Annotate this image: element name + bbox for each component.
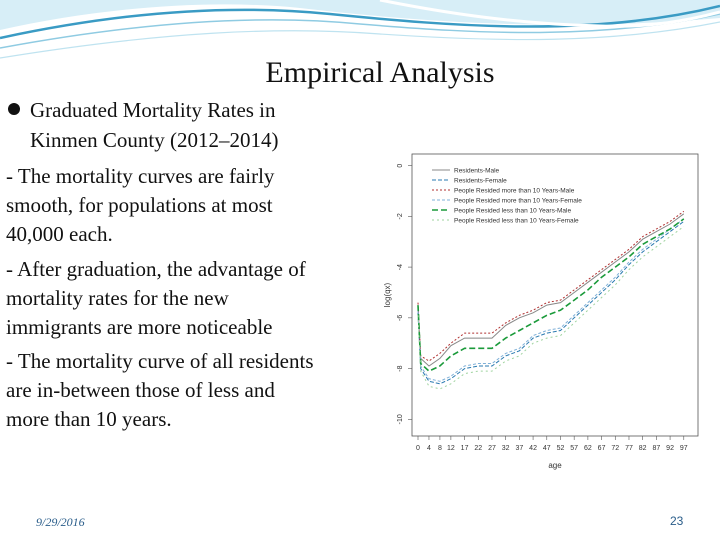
legend-entry: People Resided less than 10 Years-Male — [454, 208, 571, 215]
x-tick-label: 87 — [652, 445, 660, 452]
paragraph-line: - After graduation, the advantage of — [6, 257, 306, 281]
bullet-dot-icon — [8, 103, 20, 115]
x-tick-label: 67 — [598, 445, 606, 452]
x-tick-label: 32 — [502, 445, 510, 452]
legend-entry: Residents-Female — [454, 178, 507, 185]
x-tick-label: 82 — [639, 445, 647, 452]
x-tick-label: 62 — [584, 445, 592, 452]
paragraph-all-residents: - The mortality curve of all residents a… — [6, 347, 366, 434]
x-tick-label: 22 — [474, 445, 482, 452]
legend-entry: People Resided more than 10 Years-Female — [454, 198, 582, 205]
bullet-heading: Graduated Mortality Rates in — [8, 98, 276, 123]
mortality-chart: 0 4 8 12 17 22 27 32 37 42 47 52 57 62 67 72 77 82 87 92 970… — [383, 153, 699, 470]
y-tick-label: -4 — [397, 264, 404, 270]
paragraph-line: smooth, for populations at most — [6, 193, 273, 217]
legend-entry: People Resided less than 10 Years-Female — [454, 218, 579, 225]
x-tick-label: 92 — [666, 445, 674, 452]
slide-title: Empirical Analysis — [265, 56, 495, 89]
paragraph-line: 40,000 each. — [6, 222, 113, 246]
x-tick-label: 72 — [611, 445, 619, 452]
y-tick-label: -8 — [397, 365, 404, 371]
paragraph-smoothness: - The mortality curves are fairly smooth… — [6, 162, 366, 249]
paragraph-line: immigrants are more noticeable — [6, 315, 273, 339]
x-tick-label: 8 — [438, 445, 442, 452]
plot-frame — [411, 153, 699, 437]
footer-date: 9/29/2016 — [36, 515, 85, 529]
series-line — [417, 220, 685, 385]
paragraph-line: - The mortality curve of all residents — [6, 349, 314, 373]
series-line — [417, 210, 685, 362]
paragraph-line: are in-between those of less and — [6, 378, 275, 402]
series-line — [417, 226, 685, 390]
legend-entry: Residents-Male — [454, 168, 500, 175]
paragraph-immigrants: - After graduation, the advantage of mor… — [6, 255, 366, 342]
page-number: 23 — [670, 514, 684, 528]
x-tick-label: 77 — [625, 445, 633, 452]
x-tick-label: 12 — [447, 445, 455, 452]
series-line — [417, 218, 685, 373]
x-tick-label: 27 — [488, 445, 496, 452]
paragraph-line: - The mortality curves are fairly — [6, 164, 275, 188]
x-tick-label: 42 — [529, 445, 537, 452]
y-tick-label: 0 — [397, 164, 404, 168]
y-tick-label: -6 — [397, 315, 404, 321]
x-tick-label: 47 — [543, 445, 551, 452]
legend-entry: People Resided more than 10 Years-Male — [454, 188, 575, 195]
header-swoosh-decoration — [0, 0, 720, 59]
bullet-text: Graduated Mortality Rates in — [30, 98, 276, 122]
y-tick-label: -10 — [397, 414, 404, 424]
paragraph-line: mortality rates for the new — [6, 286, 229, 310]
y-axis-label: log(qx) — [383, 282, 392, 307]
x-tick-label: 57 — [570, 445, 578, 452]
x-tick-label: 97 — [680, 445, 688, 452]
x-tick-label: 17 — [461, 445, 469, 452]
paragraph-line: more than 10 years. — [6, 407, 172, 431]
x-tick-label: 4 — [427, 445, 431, 452]
x-axis-label: age — [548, 461, 562, 470]
series-line — [417, 218, 685, 382]
y-tick-label: -2 — [397, 213, 404, 219]
bullet-subheading: Kinmen County (2012–2014) — [30, 128, 279, 152]
x-tick-label: 0 — [416, 445, 420, 452]
x-tick-label: 52 — [557, 445, 565, 452]
x-tick-label: 37 — [515, 445, 523, 452]
series-line — [417, 213, 685, 367]
